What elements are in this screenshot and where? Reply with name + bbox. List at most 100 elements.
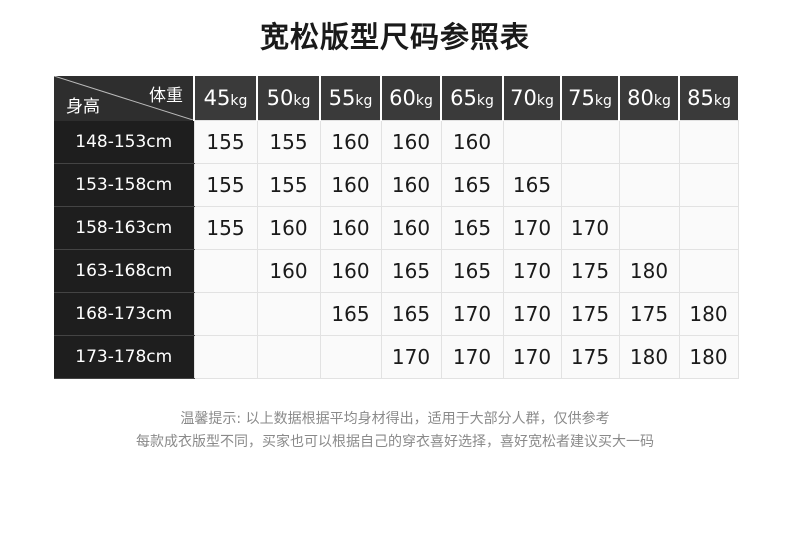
- size-cell: 160: [440, 120, 504, 164]
- weight-value: 85: [687, 86, 714, 110]
- size-cell: 170: [440, 291, 504, 336]
- header-row: 体重 身高 45kg 50kg 55kg 60kg 65kg 70kg 75kg 80kg 85…: [54, 76, 738, 121]
- size-cell: 160: [380, 162, 442, 207]
- size-cell: 180: [678, 291, 739, 336]
- size-cell: 160: [319, 205, 382, 250]
- weight-label: 体重: [149, 86, 183, 106]
- size-cell: 165: [380, 291, 442, 336]
- size-cell: 160: [319, 120, 382, 164]
- size-cell: 175: [618, 291, 680, 336]
- weight-value: 50: [266, 86, 294, 110]
- size-cell: 155: [256, 162, 321, 207]
- size-cell: [618, 205, 680, 250]
- weight-unit: kg: [713, 93, 731, 109]
- size-cell: [678, 205, 739, 250]
- weight-unit: kg: [415, 93, 433, 109]
- size-cell: [678, 120, 739, 164]
- size-cell: 175: [560, 291, 620, 336]
- size-cell: 170: [502, 334, 562, 379]
- size-cell: [502, 120, 562, 164]
- weight-header: 80kg: [618, 76, 679, 121]
- size-chart-table: 体重 身高 45kg 50kg 55kg 60kg 65kg 70kg 75kg 80kg 85…: [54, 76, 739, 379]
- weight-header: 45kg: [193, 76, 257, 121]
- height-range: 168-173cm: [54, 292, 194, 336]
- diagonal-divider: [54, 76, 193, 120]
- table-row: 173-178cm 170 170 170 175 180 180: [54, 334, 739, 379]
- size-cell: 165: [440, 205, 504, 250]
- note-line: 温馨提示: 以上数据根据平均身材得出，适用于大部分人群，仅供参考: [180, 411, 610, 427]
- size-cell: 160: [256, 205, 321, 250]
- size-cell: 160: [256, 248, 321, 293]
- size-cell: [618, 162, 680, 207]
- weight-header: 55kg: [319, 76, 381, 121]
- size-cell: [678, 248, 739, 293]
- weight-header: 65kg: [440, 76, 503, 121]
- page-title: 宽松版型尺码参照表: [259, 20, 530, 54]
- notes: 温馨提示: 以上数据根据平均身材得出，适用于大部分人群，仅供参考 每款成衣版型不…: [0, 408, 790, 454]
- size-cell: [560, 120, 620, 164]
- height-label: 身高: [66, 96, 100, 117]
- size-cell: [256, 334, 321, 379]
- size-cell: 170: [502, 291, 562, 336]
- size-cell: 165: [440, 162, 504, 207]
- size-cell: 175: [560, 334, 620, 379]
- size-cell: 180: [678, 334, 739, 379]
- weight-unit: kg: [355, 93, 373, 109]
- table-row: 153-158cm 155 155 160 160 165 165: [54, 162, 739, 207]
- size-cell: 170: [440, 334, 504, 379]
- size-cell: 165: [319, 291, 382, 336]
- weight-value: 80: [627, 86, 654, 110]
- size-cell: 180: [618, 248, 680, 293]
- size-cell: [618, 120, 680, 164]
- size-cell: [256, 291, 321, 336]
- table-row: 163-168cm 160 160 165 165 170 175 180: [54, 248, 739, 293]
- size-cell: [319, 334, 382, 379]
- weight-header: 85kg: [678, 76, 738, 121]
- size-cell: 160: [380, 120, 442, 164]
- size-cell: 170: [380, 334, 442, 379]
- size-cell: [193, 334, 258, 379]
- size-cell: 175: [560, 248, 620, 293]
- height-range: 158-163cm: [54, 206, 194, 250]
- size-cell: [193, 291, 258, 336]
- size-cell: 155: [193, 120, 258, 164]
- weight-value: 55: [328, 86, 356, 110]
- weight-header: 60kg: [380, 76, 441, 121]
- size-cell: 170: [502, 248, 562, 293]
- size-cell: 170: [560, 205, 620, 250]
- weight-value: 45: [203, 86, 231, 110]
- table-row: 168-173cm 165 165 170 170 175 175 180: [54, 291, 739, 336]
- size-cell: 160: [319, 248, 382, 293]
- weight-unit: kg: [594, 93, 612, 109]
- height-range: 173-178cm: [54, 335, 194, 379]
- weight-header: 75kg: [560, 76, 619, 121]
- size-cell: 165: [502, 162, 562, 207]
- size-cell: [193, 248, 258, 293]
- size-cell: 165: [440, 248, 504, 293]
- table-row: 158-163cm 155 160 160 160 165 170 170: [54, 205, 739, 250]
- size-cell: 155: [193, 162, 258, 207]
- height-range: 163-168cm: [54, 249, 194, 293]
- size-cell: 180: [618, 334, 680, 379]
- weight-value: 65: [450, 86, 477, 110]
- weight-value: 75: [568, 86, 595, 110]
- weight-value: 70: [510, 86, 537, 110]
- table-row: 148-153cm 155 155 160 160 160: [54, 120, 739, 164]
- height-range: 148-153cm: [54, 120, 194, 164]
- weight-unit: kg: [230, 93, 248, 109]
- size-cell: 165: [380, 248, 442, 293]
- size-cell: 155: [256, 120, 321, 164]
- weight-unit: kg: [536, 93, 554, 109]
- size-cell: 160: [380, 205, 442, 250]
- size-cell: [560, 162, 620, 207]
- size-cell: 170: [502, 205, 562, 250]
- weight-unit: kg: [293, 93, 311, 109]
- height-range: 153-158cm: [54, 163, 194, 207]
- corner-header: 体重 身高: [54, 76, 194, 121]
- size-cell: [678, 162, 739, 207]
- size-cell: 160: [319, 162, 382, 207]
- note-line: 每款成衣版型不同，买家也可以根据自己的穿衣喜好选择，喜好宽松者建议买大一码: [136, 434, 654, 450]
- weight-header: 50kg: [256, 76, 320, 121]
- weight-unit: kg: [476, 93, 494, 109]
- weight-header: 70kg: [502, 76, 561, 121]
